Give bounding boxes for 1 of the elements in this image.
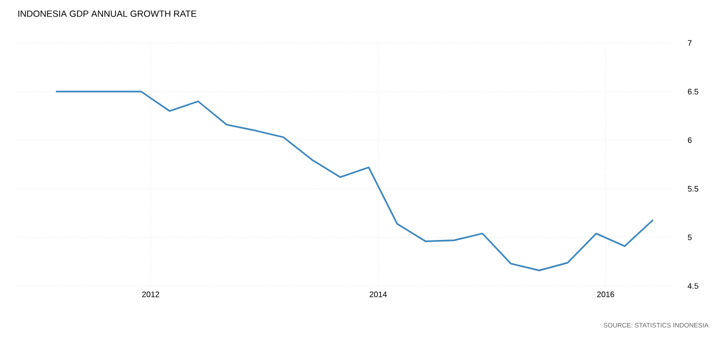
chart-title: INDONESIA GDP ANNUAL GROWTH RATE xyxy=(18,10,196,17)
